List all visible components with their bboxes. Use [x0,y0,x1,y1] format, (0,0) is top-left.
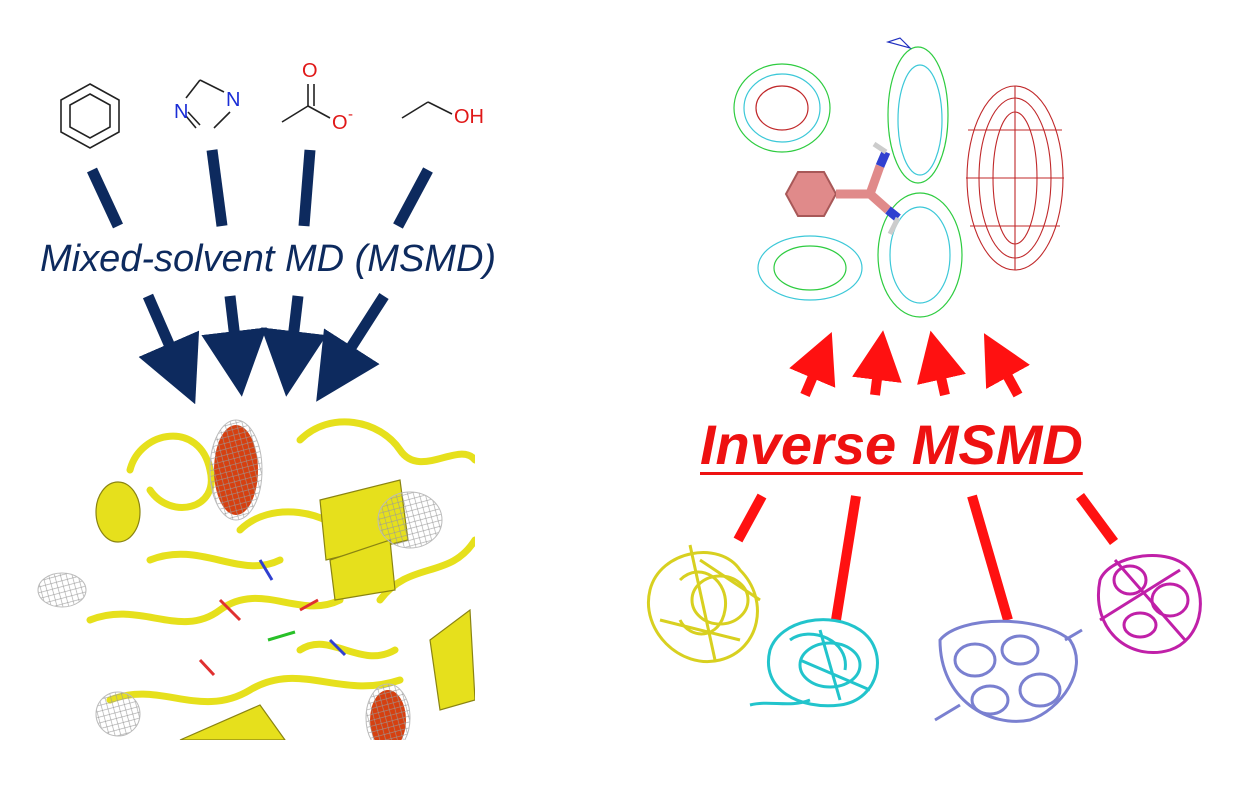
protein-cyan-icon [749,618,879,708]
benzene-icon [60,83,120,149]
imidazole-n2-label: N [226,89,241,111]
inverse-arrows-down [733,493,1119,622]
acetate-icon [281,84,331,123]
protein-magenta-icon [1097,554,1202,654]
protein-yellow-icon [647,544,761,663]
msmd-arrows-top [87,149,433,229]
imidazole-icon [185,79,231,129]
hotspot-mesh-red [209,419,411,740]
ethanol-icon [401,101,453,119]
protein-blue-icon [934,619,1083,723]
msmd-label: Mixed-solvent MD (MSMD) [40,238,497,280]
imidazole-n1-label: N [174,101,189,123]
probe-ligand-icon [784,141,901,236]
hotspot-map-icon [733,37,1064,318]
inverse-msmd-label: Inverse MSMD [700,413,1083,476]
acetate-o-minus-label: O [332,112,348,134]
protein-structure [85,405,475,740]
hotspot-mesh-outlier [37,572,87,608]
acetate-charge-label: - [348,106,353,123]
ethanol-oh-label: OH [454,106,484,128]
acetate-o-top-label: O [302,60,318,82]
msmd-arrows-bottom [138,293,389,405]
inverse-arrows-up [789,330,1030,398]
